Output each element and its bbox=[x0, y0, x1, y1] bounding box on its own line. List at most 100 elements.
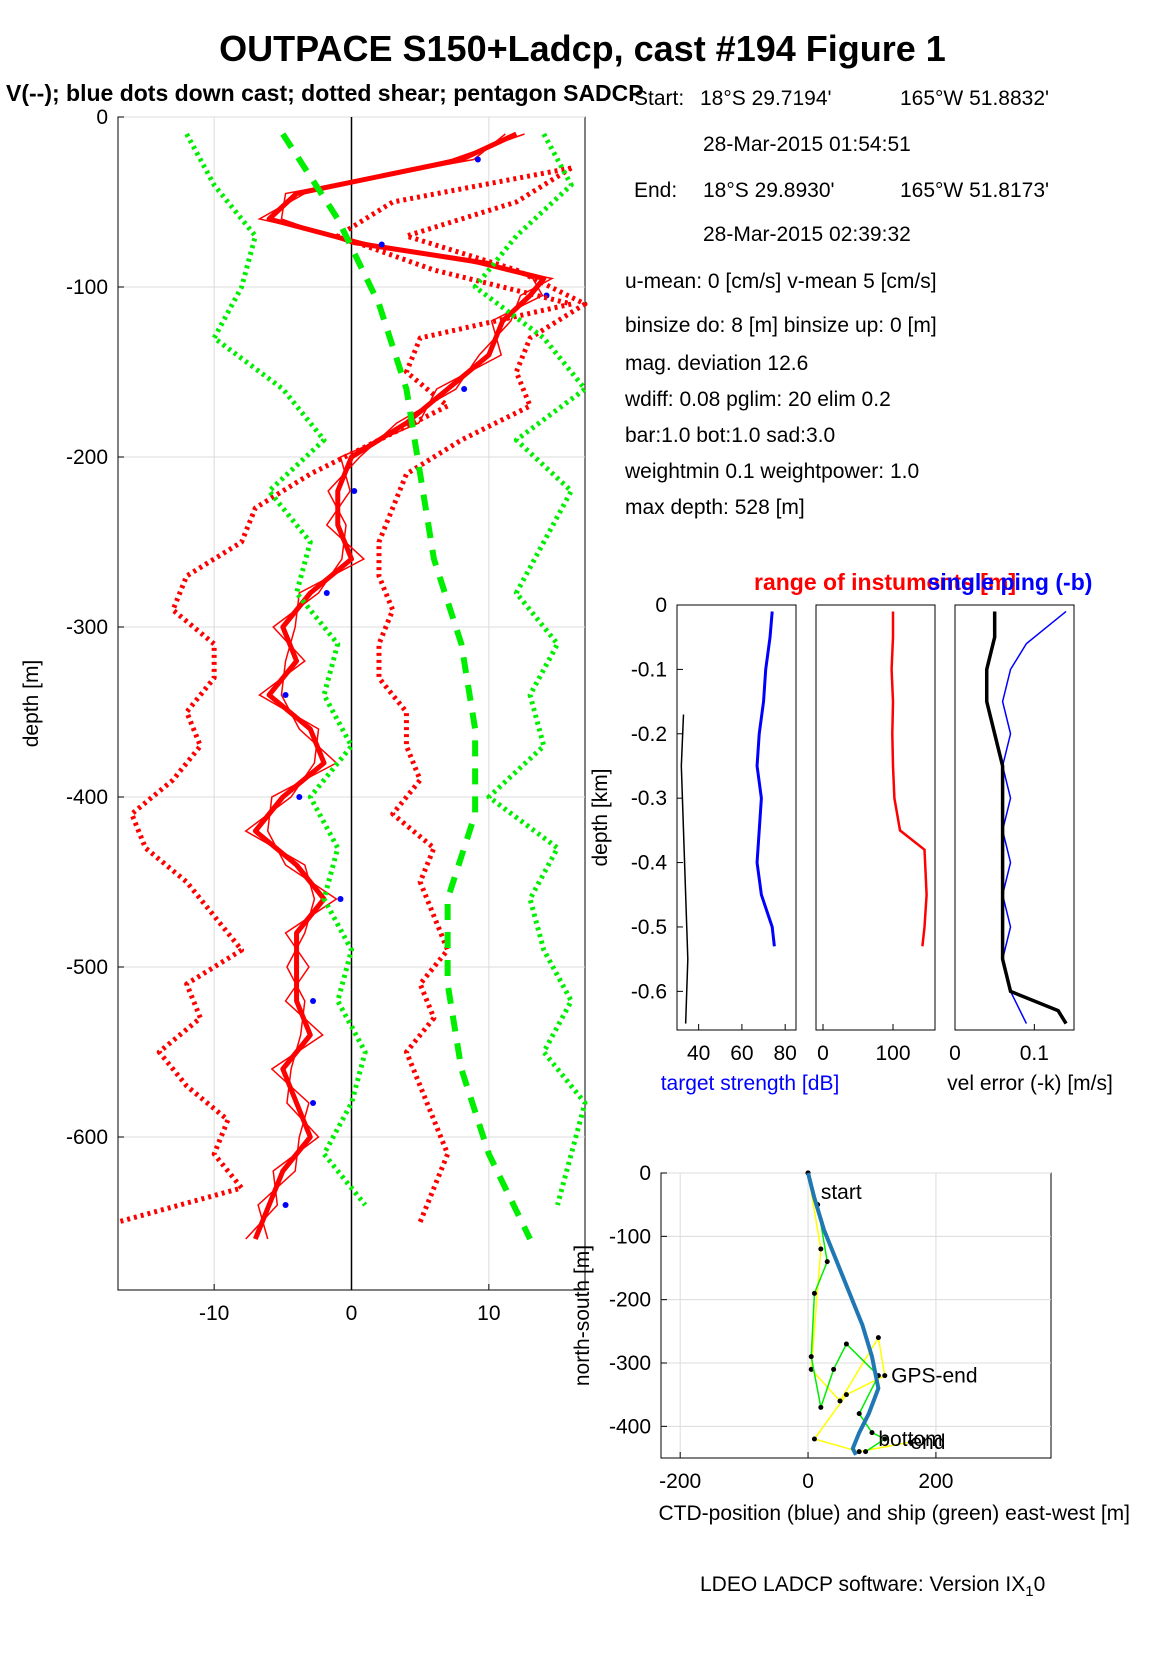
track-point bbox=[831, 1366, 837, 1372]
y-tick-label: 0 bbox=[639, 1162, 651, 1185]
position-plot: -200 0 200 0 -100 -200 -300 -400 north-south [m]… bbox=[571, 1162, 1130, 1525]
track-point bbox=[818, 1246, 824, 1252]
x-axis-label: CTD-position (blue) and ship (green) eas… bbox=[658, 1502, 1130, 1525]
footer-text: LDEO LADCP software: Version IX bbox=[700, 1573, 1026, 1596]
x-tick-label: 0 bbox=[802, 1470, 814, 1493]
track-point bbox=[808, 1354, 814, 1360]
range-plot: 0 100 range of instuments [m] bbox=[754, 569, 1016, 1065]
panel-title: range of instuments [m] bbox=[754, 569, 1016, 595]
bar-text: bar:1.0 bot:1.0 sad:3.0 bbox=[625, 424, 836, 447]
y-tick-label: -0.5 bbox=[631, 916, 667, 939]
y-tick-label: 0 bbox=[96, 106, 108, 129]
profile-thin-line bbox=[244, 133, 555, 1240]
target-strength-line bbox=[755, 611, 776, 947]
y-tick-label: -200 bbox=[66, 446, 108, 469]
y-axis-label: depth [km] bbox=[589, 768, 612, 866]
y-tick-label: -300 bbox=[66, 616, 108, 639]
track-point bbox=[856, 1449, 862, 1455]
downcast-dot bbox=[310, 998, 317, 1004]
start-label: Start: bbox=[634, 87, 685, 110]
x-tick-label: 0 bbox=[346, 1302, 358, 1325]
track-point bbox=[818, 1404, 824, 1410]
downcast-dot bbox=[323, 590, 330, 596]
binsize-text: binsize do: 8 [m] binsize up: 0 [m] bbox=[625, 314, 937, 337]
end-latitude: 18°S 29.8930' bbox=[703, 179, 835, 202]
y-tick-label: -400 bbox=[609, 1415, 651, 1438]
track-point bbox=[863, 1449, 869, 1455]
software-version: LDEO LADCP software: Version IX10 bbox=[700, 1573, 1045, 1600]
track-label: start bbox=[821, 1181, 862, 1204]
y-tick-label: -300 bbox=[609, 1352, 651, 1375]
downcast-dot bbox=[461, 386, 468, 392]
range-line bbox=[890, 611, 928, 947]
track-point bbox=[869, 1430, 875, 1436]
y-tick-label: 0 bbox=[655, 594, 667, 617]
profile-thin-line bbox=[257, 133, 544, 1240]
x-tick-label: 80 bbox=[774, 1042, 797, 1065]
weight-text: weightmin 0.1 weightpower: 1.0 bbox=[625, 460, 920, 483]
downcast-dot bbox=[282, 1202, 289, 1208]
x-tick-label: 100 bbox=[875, 1042, 910, 1065]
y-tick-label: -200 bbox=[609, 1289, 651, 1312]
start-latitude: 18°S 29.7194' bbox=[700, 87, 832, 110]
downcast-dot bbox=[337, 896, 344, 902]
track-point bbox=[811, 1436, 817, 1442]
track-point bbox=[843, 1341, 849, 1347]
track-line bbox=[806, 1172, 881, 1456]
x-axis-label: vel error (-k) [m/s] bbox=[947, 1072, 1113, 1095]
track-line bbox=[807, 1172, 911, 1453]
start-time: 28-Mar-2015 01:54:51 bbox=[703, 133, 911, 156]
profile-series-line bbox=[376, 165, 588, 1223]
y-tick-label: -500 bbox=[66, 956, 108, 979]
downcast-dot bbox=[296, 794, 303, 800]
downcast-dot bbox=[351, 488, 358, 494]
vel-error-line bbox=[984, 611, 1068, 1025]
track-point bbox=[882, 1373, 888, 1379]
track-point bbox=[824, 1259, 830, 1265]
x-tick-label: 0 bbox=[817, 1042, 829, 1065]
x-tick-label: 0 bbox=[949, 1042, 961, 1065]
y-tick-label: -100 bbox=[66, 276, 108, 299]
track-point bbox=[837, 1398, 843, 1404]
panel-title: single ping (-b) bbox=[928, 569, 1093, 595]
max-depth-text: max depth: 528 [m] bbox=[625, 496, 805, 519]
profile-series-line bbox=[117, 165, 574, 1225]
x-tick-label: 0.1 bbox=[1020, 1042, 1049, 1065]
x-axis-label: target strength [dB] bbox=[661, 1072, 840, 1095]
track-point bbox=[808, 1366, 814, 1372]
track-label: bottom bbox=[878, 1428, 942, 1451]
y-axis-label: depth [m] bbox=[20, 660, 43, 748]
mean-velocities: u-mean: 0 [cm/s] v-mean 5 [cm/s] bbox=[625, 270, 937, 293]
x-tick-label: -10 bbox=[199, 1302, 229, 1325]
track-point bbox=[875, 1335, 881, 1341]
track-point bbox=[907, 1439, 913, 1445]
x-tick-label: -200 bbox=[659, 1470, 701, 1493]
footer-subscript: 1 bbox=[1025, 1583, 1034, 1601]
wdiff-text: wdiff: 0.08 pglim: 20 elim 0.2 bbox=[625, 388, 891, 411]
y-tick-label: -600 bbox=[66, 1126, 108, 1149]
vel-error-line bbox=[1001, 610, 1067, 1024]
target-strength-line bbox=[680, 714, 689, 1024]
plot-frame bbox=[660, 1172, 1052, 1459]
y-tick-label: -0.3 bbox=[631, 787, 667, 810]
y-tick-label: -100 bbox=[609, 1225, 651, 1248]
plot-frame bbox=[815, 604, 936, 1031]
end-time: 28-Mar-2015 02:39:32 bbox=[703, 223, 911, 246]
y-axis-label: north-south [m] bbox=[571, 1245, 594, 1386]
figure-subtitle: V(--); blue dots down cast; dotted shear… bbox=[6, 80, 644, 106]
footer-suffix: 0 bbox=[1033, 1573, 1046, 1596]
target-strength-plot: 40 60 80 0 -0.1 -0.2 -0.3 -0.4 -0.5 -0.6 depth [km… bbox=[589, 594, 839, 1095]
track-label: GPS-end bbox=[891, 1365, 977, 1388]
plot-frame bbox=[676, 604, 797, 1031]
page-title: OUTPACE S150+Ladcp, cast #194 Figure 1 bbox=[219, 28, 946, 69]
track-point bbox=[882, 1436, 888, 1442]
profile-series-line bbox=[184, 132, 368, 1207]
track-point bbox=[843, 1392, 849, 1398]
y-tick-label: -0.2 bbox=[631, 723, 667, 746]
y-tick-label: -0.1 bbox=[631, 658, 667, 681]
y-tick-label: -0.6 bbox=[631, 980, 667, 1003]
track-label: end bbox=[910, 1431, 945, 1454]
x-tick-label: 40 bbox=[687, 1042, 710, 1065]
